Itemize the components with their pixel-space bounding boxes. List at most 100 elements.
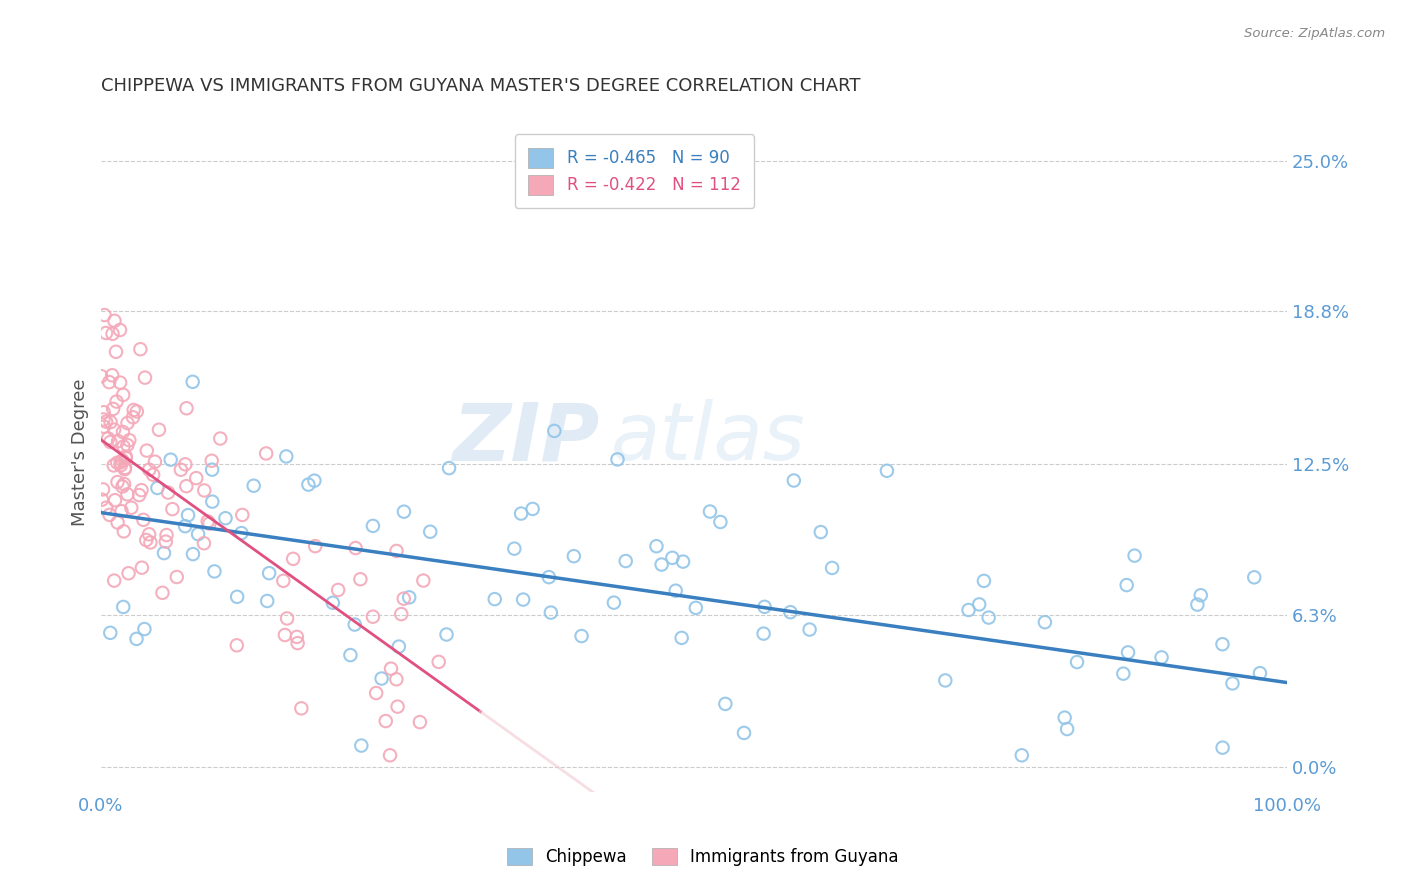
Point bbox=[98, 435, 121, 450]
Point bbox=[339, 648, 361, 662]
Point bbox=[685, 600, 707, 615]
Point bbox=[361, 609, 384, 624]
Point bbox=[110, 458, 132, 473]
Point bbox=[132, 513, 155, 527]
Point bbox=[117, 566, 139, 581]
Point bbox=[427, 655, 450, 669]
Point bbox=[177, 508, 200, 523]
Point bbox=[176, 401, 198, 416]
Point bbox=[103, 458, 125, 473]
Point bbox=[129, 343, 152, 357]
Point bbox=[135, 443, 157, 458]
Point bbox=[350, 739, 373, 753]
Point bbox=[510, 507, 533, 521]
Point bbox=[752, 626, 775, 640]
Point bbox=[94, 326, 117, 340]
Point bbox=[503, 541, 526, 556]
Point bbox=[380, 662, 402, 676]
Point bbox=[96, 500, 118, 515]
Point bbox=[1123, 549, 1146, 563]
Point bbox=[101, 401, 124, 416]
Point bbox=[1222, 676, 1244, 690]
Point bbox=[197, 514, 219, 528]
Point bbox=[242, 479, 264, 493]
Point bbox=[98, 625, 121, 640]
Point bbox=[111, 425, 134, 439]
Point bbox=[543, 424, 565, 438]
Point bbox=[112, 599, 135, 614]
Point bbox=[153, 546, 176, 560]
Point bbox=[93, 412, 115, 426]
Point bbox=[412, 574, 434, 588]
Point bbox=[276, 611, 298, 625]
Point bbox=[148, 423, 170, 437]
Point bbox=[1212, 740, 1234, 755]
Point bbox=[231, 508, 253, 522]
Point bbox=[91, 492, 114, 507]
Point bbox=[201, 454, 224, 468]
Point bbox=[821, 561, 844, 575]
Point bbox=[103, 423, 125, 437]
Point bbox=[398, 591, 420, 605]
Point bbox=[93, 419, 115, 434]
Point bbox=[108, 323, 131, 337]
Point bbox=[135, 533, 157, 547]
Point bbox=[159, 452, 181, 467]
Legend: Chippewa, Immigrants from Guyana: Chippewa, Immigrants from Guyana bbox=[499, 840, 907, 875]
Point bbox=[378, 748, 401, 763]
Point bbox=[97, 432, 120, 446]
Y-axis label: Master's Degree: Master's Degree bbox=[72, 378, 89, 525]
Legend: R = -0.465   N = 90, R = -0.422   N = 112: R = -0.465 N = 90, R = -0.422 N = 112 bbox=[515, 134, 754, 208]
Point bbox=[91, 483, 114, 497]
Point bbox=[176, 479, 198, 493]
Point bbox=[810, 524, 832, 539]
Point bbox=[170, 463, 193, 477]
Point bbox=[181, 547, 204, 561]
Point bbox=[112, 440, 135, 454]
Point bbox=[138, 463, 160, 477]
Point bbox=[128, 488, 150, 502]
Point bbox=[122, 410, 145, 425]
Point bbox=[193, 483, 215, 498]
Point bbox=[1112, 666, 1135, 681]
Point bbox=[385, 544, 408, 558]
Point bbox=[512, 592, 534, 607]
Point bbox=[231, 526, 253, 541]
Point bbox=[201, 463, 224, 477]
Point bbox=[754, 599, 776, 614]
Point bbox=[110, 504, 132, 518]
Point bbox=[174, 458, 197, 472]
Point bbox=[181, 375, 204, 389]
Point bbox=[174, 519, 197, 533]
Point bbox=[114, 462, 136, 476]
Point bbox=[957, 603, 980, 617]
Point bbox=[387, 699, 409, 714]
Point bbox=[114, 450, 136, 464]
Point bbox=[1115, 578, 1137, 592]
Point bbox=[672, 555, 695, 569]
Point bbox=[370, 672, 392, 686]
Point bbox=[484, 592, 506, 607]
Point bbox=[117, 438, 139, 452]
Text: atlas: atlas bbox=[610, 400, 806, 477]
Point bbox=[110, 455, 132, 469]
Point bbox=[111, 479, 134, 493]
Point bbox=[204, 565, 226, 579]
Point bbox=[799, 623, 821, 637]
Point bbox=[349, 572, 371, 586]
Point bbox=[1053, 711, 1076, 725]
Point bbox=[143, 455, 166, 469]
Point bbox=[142, 467, 165, 482]
Point bbox=[100, 415, 122, 429]
Point bbox=[603, 596, 626, 610]
Point bbox=[122, 403, 145, 417]
Point bbox=[107, 516, 129, 530]
Point bbox=[114, 451, 136, 466]
Point bbox=[139, 535, 162, 549]
Point bbox=[392, 505, 415, 519]
Point bbox=[344, 541, 367, 555]
Point bbox=[274, 628, 297, 642]
Point bbox=[118, 434, 141, 448]
Point bbox=[134, 622, 156, 636]
Point bbox=[389, 607, 412, 621]
